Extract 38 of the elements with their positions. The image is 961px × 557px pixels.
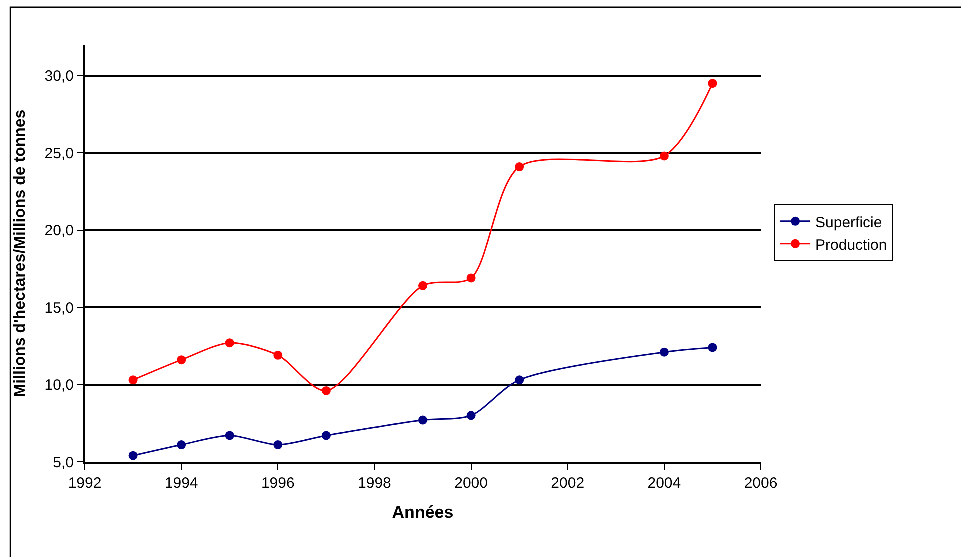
x-tick-label: 2006 bbox=[744, 475, 778, 492]
point bbox=[515, 162, 524, 172]
point bbox=[128, 451, 138, 460]
point bbox=[177, 440, 186, 450]
y-tick-label: 25,0 bbox=[44, 145, 74, 162]
point bbox=[322, 386, 331, 396]
point bbox=[177, 356, 186, 365]
x-tick-label: 2000 bbox=[454, 475, 488, 492]
x-tick-label: 2002 bbox=[551, 475, 585, 492]
x-tick-label: 1996 bbox=[261, 475, 295, 492]
point bbox=[466, 411, 476, 420]
point bbox=[418, 416, 428, 425]
point bbox=[466, 274, 476, 283]
point bbox=[225, 338, 234, 348]
point bbox=[322, 431, 331, 440]
y-tick-label: 30,0 bbox=[44, 68, 74, 86]
point bbox=[708, 343, 718, 352]
y-tick-label: 5,0 bbox=[53, 454, 74, 472]
point bbox=[274, 350, 283, 360]
x-tick-label: 1994 bbox=[164, 475, 198, 492]
legend-label: Production bbox=[816, 236, 888, 254]
y-tick-label: 20,0 bbox=[44, 222, 74, 240]
x-axis-title: Années bbox=[392, 502, 454, 522]
point bbox=[515, 376, 524, 385]
point bbox=[660, 348, 669, 357]
point bbox=[274, 440, 283, 450]
point bbox=[660, 152, 669, 161]
x-tick-label: 1992 bbox=[68, 475, 102, 492]
point bbox=[418, 281, 428, 290]
y-tick-label: 15,0 bbox=[44, 300, 74, 317]
x-tick-label: 1998 bbox=[358, 475, 392, 492]
x-tick-label: 2004 bbox=[648, 475, 682, 492]
legend-label: Superficie bbox=[816, 214, 882, 232]
point bbox=[128, 376, 138, 385]
y-axis-title: Millions d'hectares/Millions de tonnes bbox=[12, 110, 30, 398]
point bbox=[708, 79, 718, 88]
point bbox=[225, 431, 234, 440]
y-tick-label: 10,0 bbox=[44, 377, 74, 394]
